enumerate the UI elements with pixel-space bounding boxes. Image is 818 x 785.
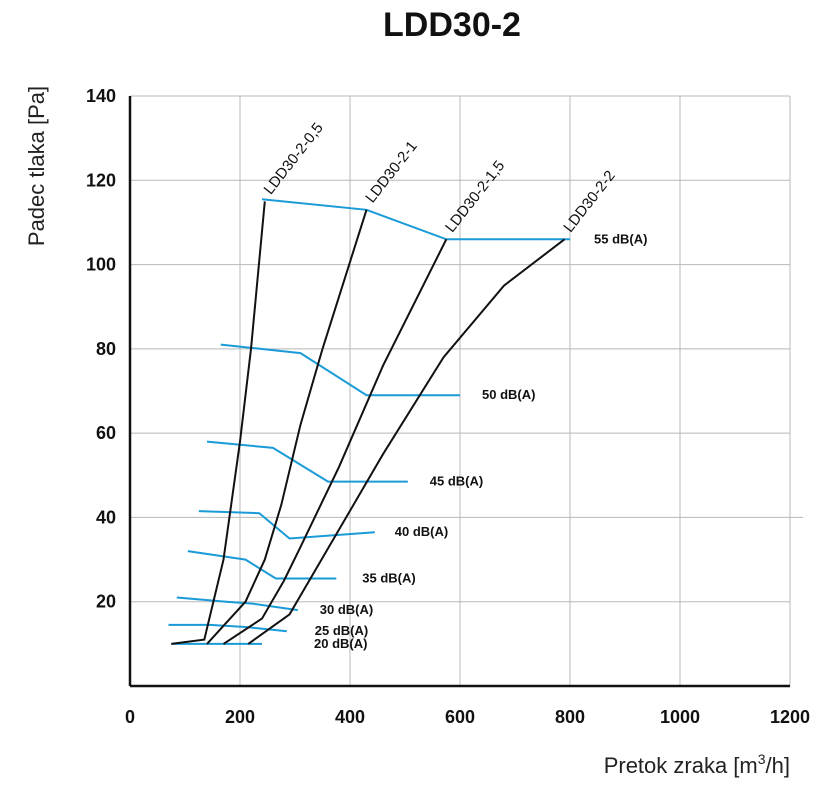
y-tick-label: 120 <box>86 170 116 190</box>
noise-level-label: 55 dB(A) <box>594 231 647 246</box>
series-line <box>222 238 448 645</box>
y-tick-label: 100 <box>86 255 116 275</box>
x-tick-label: 1000 <box>660 707 700 727</box>
noise-level-label: 40 dB(A) <box>395 524 448 539</box>
y-axis-label: Padec tlaka [Pa] <box>24 86 49 246</box>
series-label: LDD30-2-1,5 <box>442 158 508 236</box>
series-line <box>247 238 566 645</box>
x-tick-label: 1200 <box>770 707 810 727</box>
x-tick-label: 400 <box>335 707 365 727</box>
x-tick-label: 200 <box>225 707 255 727</box>
y-tick-label: 60 <box>96 423 116 443</box>
x-tick-label: 800 <box>555 707 585 727</box>
y-tick-label: 140 <box>86 86 116 106</box>
series-labels: 20 dB(A)25 dB(A) 30 dB(A) 35 dB(A) 40 dB(A)… <box>261 120 648 651</box>
axes <box>128 96 790 688</box>
series-label: LDD30-2-0,5 <box>261 120 327 198</box>
noise-level-label: 25 dB(A) <box>315 623 368 638</box>
x-tick-label: 0 <box>125 707 135 727</box>
y-tick-label: 20 <box>96 592 116 612</box>
noise-level-label: 45 dB(A) <box>430 474 483 489</box>
noise-line <box>220 343 460 397</box>
series-label: LDD30-2-1 <box>362 138 421 206</box>
pressure-curves <box>171 201 566 645</box>
x-axis-label-main: Pretok zraka [m <box>604 753 758 778</box>
series-label: LDD30-2-2 <box>560 167 619 235</box>
x-axis-label: Pretok zraka [m3/h] <box>604 751 790 778</box>
noise-level-label: 30 dB(A) <box>320 602 373 617</box>
series-line <box>171 201 266 645</box>
y-tick-label: 40 <box>96 507 116 527</box>
x-tick-label: 600 <box>445 707 475 727</box>
series-line <box>206 209 368 645</box>
tick-labels: 0 200 400 600 800 1000 1200 20 40 60 80 100 120 140 <box>86 86 810 727</box>
noise-level-label: 50 dB(A) <box>482 387 535 402</box>
noise-level-label: 35 dB(A) <box>362 571 415 586</box>
noise-line <box>261 198 570 241</box>
noise-line <box>176 596 298 612</box>
x-axis-label-superscript: 3 <box>758 751 766 767</box>
chart-title: LDD30-2 <box>383 6 521 44</box>
noise-level-label: 20 dB(A) <box>314 636 367 651</box>
grid <box>130 95 803 686</box>
noise-line <box>168 623 287 633</box>
x-axis-label-unit: /h] <box>766 753 790 778</box>
y-tick-label: 80 <box>96 339 116 359</box>
